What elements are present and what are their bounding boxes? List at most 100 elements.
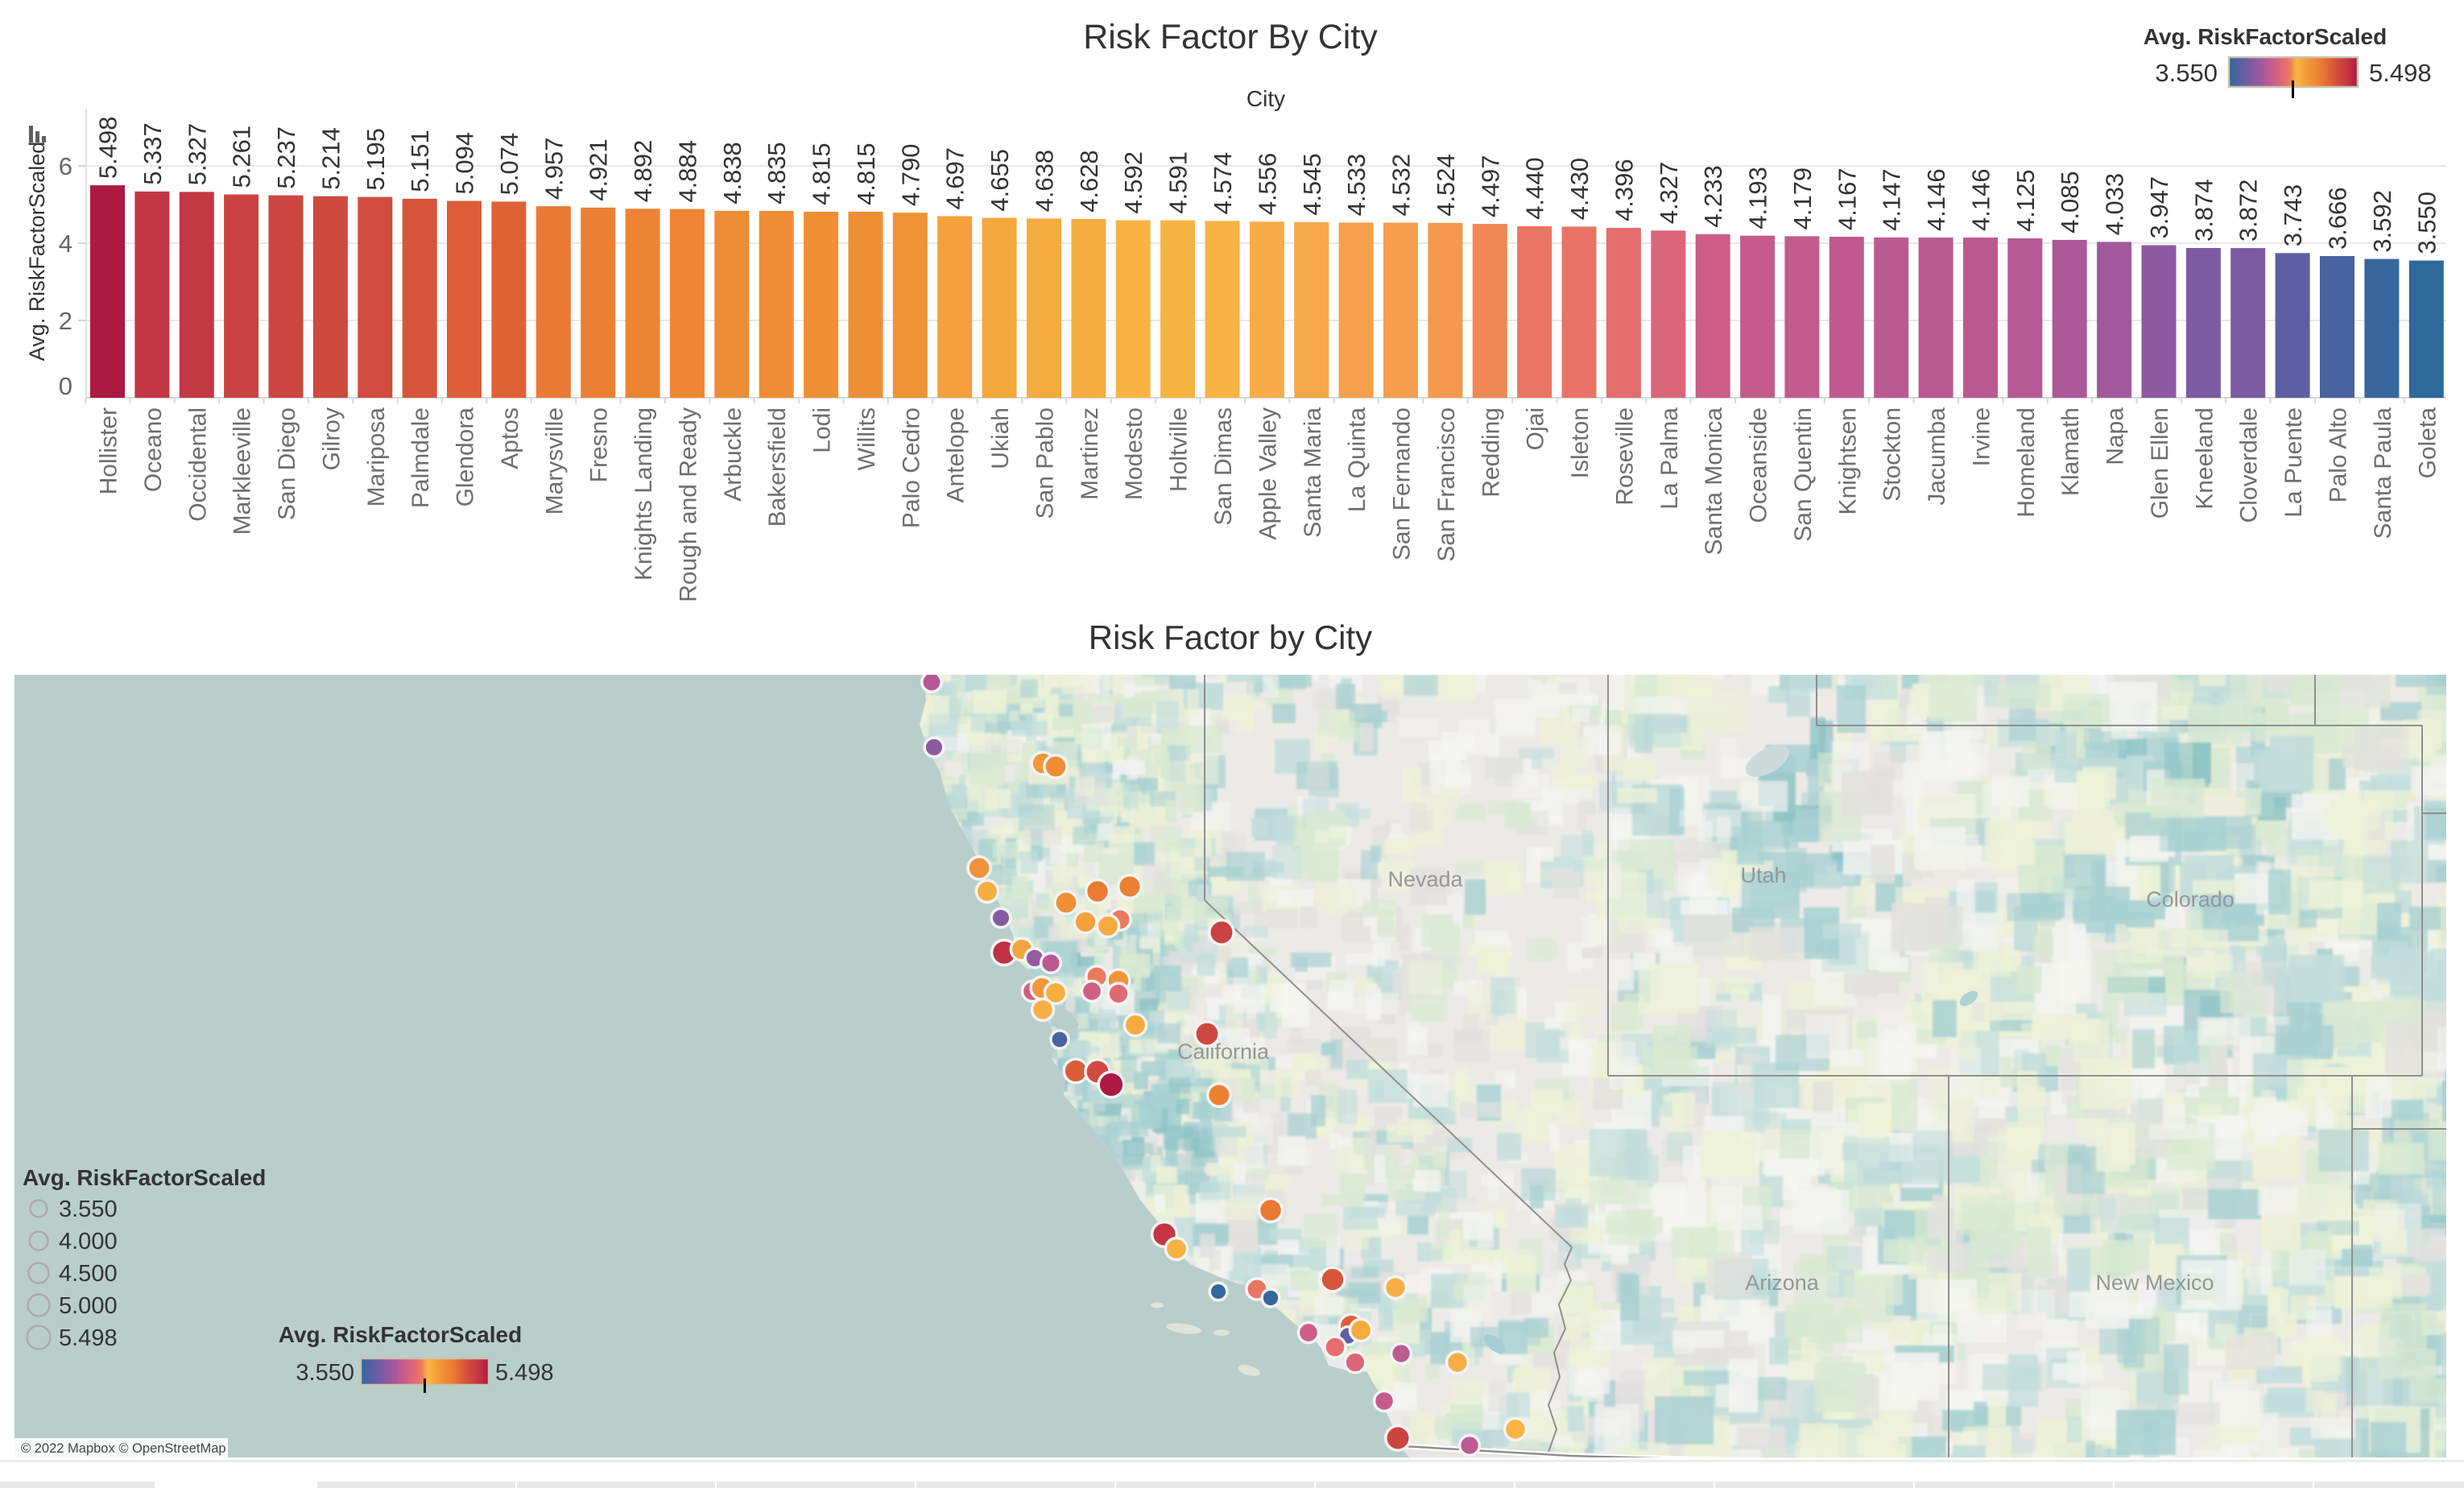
svg-text:Bakersfield: Bakersfield bbox=[764, 407, 791, 527]
svg-text:New Mexico: New Mexico bbox=[2095, 1271, 2214, 1295]
svg-text:Palo Cedro: Palo Cedro bbox=[898, 407, 924, 528]
svg-text:4.146: 4.146 bbox=[1967, 168, 1995, 231]
svg-text:Goleta: Goleta bbox=[2414, 407, 2441, 479]
svg-text:Mariposa: Mariposa bbox=[363, 407, 390, 507]
svg-text:4.815: 4.815 bbox=[808, 143, 836, 205]
svg-text:4.497: 4.497 bbox=[1476, 155, 1504, 218]
svg-text:Arizona: Arizona bbox=[1745, 1271, 1820, 1295]
svg-text:Lodi: Lodi bbox=[809, 407, 836, 453]
svg-text:© 2022 Mapbox © OpenStreetMap: © 2022 Mapbox © OpenStreetMap bbox=[21, 1441, 226, 1456]
svg-text:3.874: 3.874 bbox=[2189, 179, 2218, 242]
svg-text:5.074: 5.074 bbox=[495, 133, 523, 196]
svg-text:Kneeland: Kneeland bbox=[2191, 407, 2218, 510]
svg-text:San Diego: San Diego bbox=[274, 407, 300, 520]
svg-text:5.000: 5.000 bbox=[59, 1293, 118, 1319]
svg-text:Klamath: Klamath bbox=[2057, 407, 2084, 496]
svg-text:Palmdale: Palmdale bbox=[407, 407, 434, 508]
svg-text:Santa Paula: Santa Paula bbox=[2370, 407, 2396, 539]
svg-text:Isleton: Isleton bbox=[1567, 407, 1594, 478]
svg-text:4.838: 4.838 bbox=[718, 142, 746, 205]
svg-text:Hollister: Hollister bbox=[96, 407, 122, 494]
svg-text:3.592: 3.592 bbox=[2368, 190, 2396, 253]
svg-text:San Dimas: San Dimas bbox=[1210, 407, 1237, 526]
svg-text:Avg. RiskFactorScaled: Avg. RiskFactorScaled bbox=[2144, 24, 2387, 49]
svg-text:3.743: 3.743 bbox=[2279, 184, 2307, 247]
svg-text:4.815: 4.815 bbox=[852, 143, 880, 205]
svg-text:4.500: 4.500 bbox=[59, 1261, 118, 1287]
svg-text:3.666: 3.666 bbox=[2324, 187, 2352, 250]
svg-text:5.151: 5.151 bbox=[406, 130, 434, 192]
svg-text:4.655: 4.655 bbox=[986, 149, 1014, 212]
svg-text:4.524: 4.524 bbox=[1432, 154, 1460, 217]
svg-text:Stockton: Stockton bbox=[1879, 407, 1906, 502]
svg-text:Oceanside: Oceanside bbox=[1746, 407, 1772, 523]
svg-text:5.261: 5.261 bbox=[228, 126, 256, 188]
svg-text:4.591: 4.591 bbox=[1164, 151, 1193, 214]
svg-text:Homeland: Homeland bbox=[2013, 407, 2040, 518]
svg-text:4.592: 4.592 bbox=[1119, 151, 1147, 214]
svg-text:4.430: 4.430 bbox=[1565, 158, 1594, 221]
svg-text:6: 6 bbox=[59, 152, 72, 180]
svg-text:Avg. RiskFactorScaled: Avg. RiskFactorScaled bbox=[25, 142, 49, 362]
svg-text:San Francisco: San Francisco bbox=[1433, 407, 1460, 562]
svg-text:Rough and Ready: Rough and Ready bbox=[675, 407, 701, 602]
svg-text:4.884: 4.884 bbox=[673, 140, 701, 203]
svg-text:Nevada: Nevada bbox=[1387, 867, 1463, 891]
svg-text:3.550: 3.550 bbox=[2412, 192, 2441, 254]
svg-text:Redding: Redding bbox=[1478, 407, 1504, 498]
svg-text:Santa Maria: Santa Maria bbox=[1300, 407, 1326, 538]
svg-text:4.835: 4.835 bbox=[763, 142, 791, 205]
svg-text:5.327: 5.327 bbox=[183, 123, 211, 186]
svg-text:2: 2 bbox=[59, 307, 72, 335]
svg-text:Occidental: Occidental bbox=[184, 407, 211, 522]
svg-text:Ojai: Ojai bbox=[1523, 407, 1549, 450]
svg-text:Risk Factor by City: Risk Factor by City bbox=[1089, 618, 1372, 656]
svg-text:Palo Alto: Palo Alto bbox=[2326, 407, 2352, 502]
svg-text:0: 0 bbox=[59, 372, 72, 400]
svg-text:Aptos: Aptos bbox=[497, 407, 523, 469]
svg-text:4.638: 4.638 bbox=[1031, 150, 1059, 213]
svg-text:Knights Landing: Knights Landing bbox=[630, 407, 657, 581]
svg-text:4.556: 4.556 bbox=[1253, 153, 1281, 216]
svg-text:5.214: 5.214 bbox=[316, 127, 345, 190]
svg-text:5.498: 5.498 bbox=[59, 1325, 118, 1351]
svg-text:San Pablo: San Pablo bbox=[1032, 407, 1059, 519]
svg-text:Avg. RiskFactorScaled: Avg. RiskFactorScaled bbox=[23, 1165, 266, 1190]
svg-text:City: City bbox=[1246, 86, 1285, 111]
svg-text:4.790: 4.790 bbox=[896, 144, 924, 207]
svg-text:Cloverdale: Cloverdale bbox=[2236, 407, 2263, 523]
svg-text:3.947: 3.947 bbox=[2145, 176, 2173, 239]
svg-text:5.337: 5.337 bbox=[138, 122, 167, 185]
svg-text:Irvine: Irvine bbox=[1969, 407, 1995, 466]
svg-text:4.167: 4.167 bbox=[1833, 167, 1861, 230]
svg-text:4.440: 4.440 bbox=[1521, 157, 1549, 220]
svg-text:5.237: 5.237 bbox=[272, 126, 300, 189]
svg-text:Arbuckle: Arbuckle bbox=[720, 407, 746, 502]
svg-text:4.957: 4.957 bbox=[540, 138, 568, 200]
svg-text:4.327: 4.327 bbox=[1655, 162, 1683, 225]
svg-text:3.550: 3.550 bbox=[296, 1360, 354, 1386]
svg-text:4.533: 4.533 bbox=[1342, 154, 1370, 217]
svg-text:Modesto: Modesto bbox=[1121, 407, 1147, 500]
svg-text:Santa Monica: Santa Monica bbox=[1701, 407, 1727, 556]
svg-text:Marysville: Marysville bbox=[541, 407, 568, 515]
svg-text:Risk Factor By City: Risk Factor By City bbox=[1083, 18, 1378, 56]
svg-text:4.921: 4.921 bbox=[585, 138, 613, 201]
svg-text:3.872: 3.872 bbox=[2235, 180, 2263, 242]
svg-text:4: 4 bbox=[59, 229, 72, 258]
svg-text:Jacumba: Jacumba bbox=[1924, 407, 1950, 506]
svg-text:Willits: Willits bbox=[854, 407, 880, 470]
svg-text:5.498: 5.498 bbox=[94, 117, 122, 180]
svg-text:4.628: 4.628 bbox=[1075, 150, 1103, 213]
svg-text:Knightsen: Knightsen bbox=[1834, 407, 1861, 515]
svg-text:5.195: 5.195 bbox=[362, 128, 390, 191]
svg-text:4.892: 4.892 bbox=[629, 140, 657, 203]
svg-text:4.574: 4.574 bbox=[1209, 152, 1237, 215]
svg-text:4.146: 4.146 bbox=[1922, 168, 1950, 231]
svg-text:Glen Ellen: Glen Ellen bbox=[2147, 407, 2173, 519]
svg-text:4.033: 4.033 bbox=[2101, 173, 2129, 236]
svg-text:Fresno: Fresno bbox=[586, 407, 613, 482]
svg-text:Markleeville: Markleeville bbox=[229, 407, 256, 535]
svg-text:3.550: 3.550 bbox=[2155, 59, 2218, 87]
svg-text:Antelope: Antelope bbox=[943, 407, 969, 502]
